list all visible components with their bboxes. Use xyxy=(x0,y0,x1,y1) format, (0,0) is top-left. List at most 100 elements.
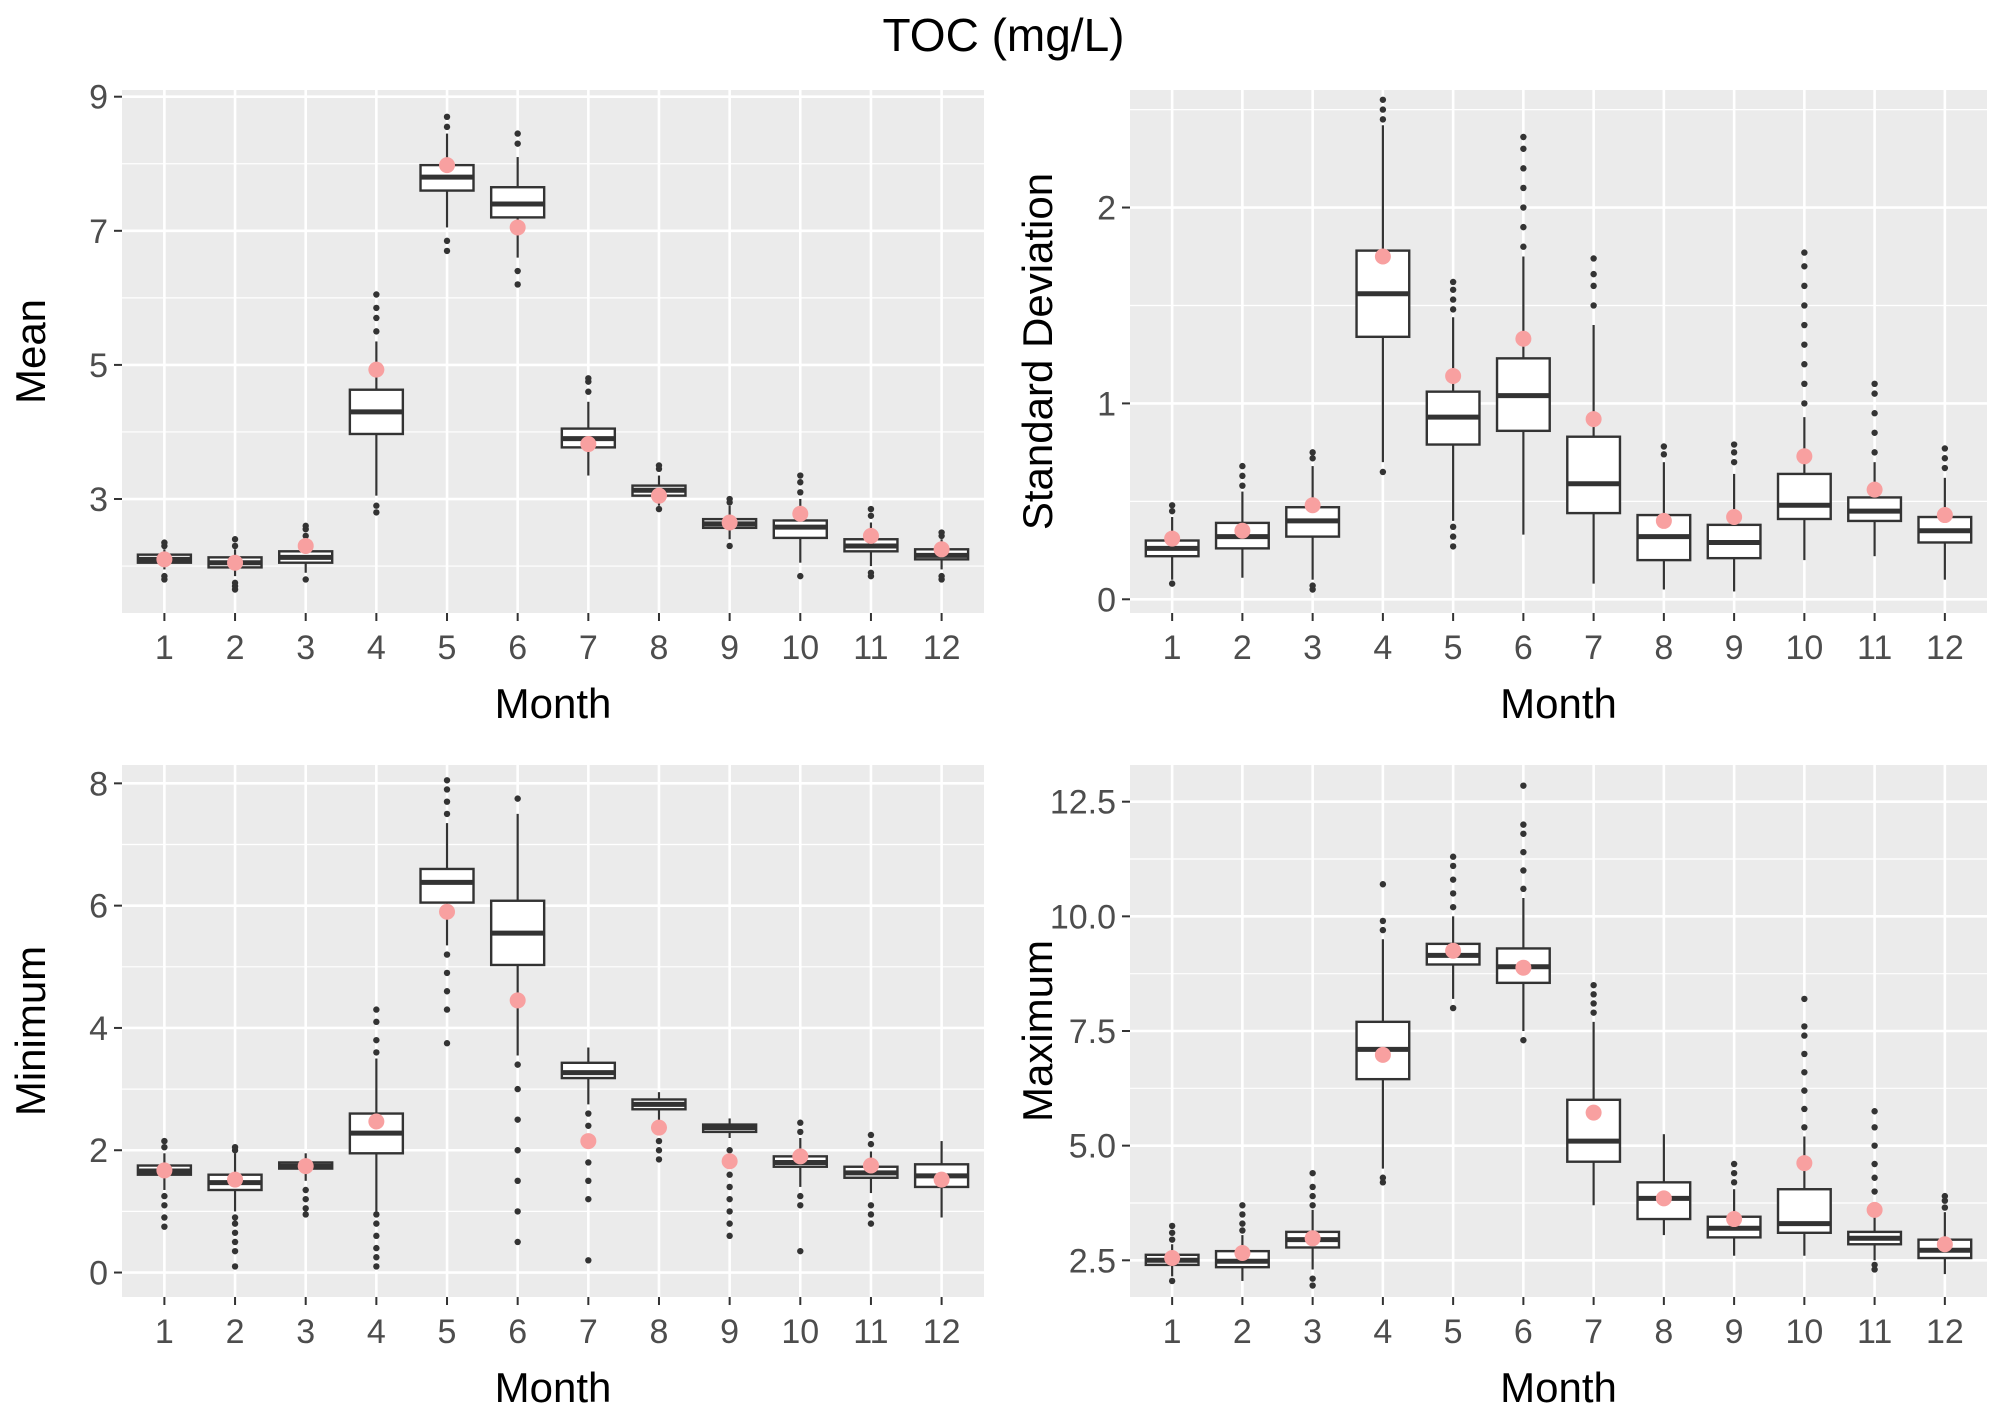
panel-background xyxy=(122,90,984,613)
panel-background xyxy=(122,765,984,1297)
outlier-point xyxy=(1590,270,1597,278)
x-tick-label: 8 xyxy=(1654,629,1673,667)
x-tick-label: 8 xyxy=(650,1313,669,1351)
outlier-point xyxy=(302,1195,309,1203)
y-tick-label: 2.5 xyxy=(1069,1242,1116,1280)
mean-point xyxy=(721,1153,738,1170)
x-tick-label: 10 xyxy=(781,629,819,667)
x-axis-title: Month xyxy=(1500,680,1617,727)
outlier-point xyxy=(726,1171,733,1178)
outlier-point xyxy=(1871,410,1878,417)
box-month-6 xyxy=(1495,782,1551,1044)
outlier-point xyxy=(585,1122,592,1129)
outlier-point xyxy=(1590,1009,1597,1016)
outlier-point xyxy=(231,536,239,543)
y-tick-label: 6 xyxy=(89,888,108,926)
mean-point xyxy=(439,157,456,174)
mean-point xyxy=(1726,509,1743,526)
outlier-point xyxy=(1801,1105,1808,1113)
outlier-point xyxy=(514,267,521,275)
outlier-point xyxy=(373,1220,380,1227)
outlier-point xyxy=(1309,1183,1316,1191)
outlier-point xyxy=(514,140,521,147)
outlier-point xyxy=(1449,853,1457,860)
x-tick-label: 9 xyxy=(720,629,739,667)
mean-point xyxy=(650,487,667,504)
mean-point xyxy=(1234,1244,1251,1261)
outlier-point xyxy=(1239,1211,1246,1218)
x-tick-label: 12 xyxy=(923,629,961,667)
x-tick-label: 3 xyxy=(296,629,315,667)
outlier-point xyxy=(867,569,875,576)
mean-point xyxy=(1726,1211,1743,1228)
outlier-point xyxy=(443,247,451,255)
y-tick-label: 5 xyxy=(89,347,108,385)
outlier-point xyxy=(1309,1282,1316,1289)
outlier-point xyxy=(1801,302,1808,309)
outlier-point xyxy=(585,1195,592,1203)
box-month-11 xyxy=(843,505,899,580)
box-month-9 xyxy=(701,1118,758,1240)
outlier-point xyxy=(726,1147,733,1154)
mean-point xyxy=(1304,1230,1321,1247)
outlier-point xyxy=(1871,1142,1878,1149)
outlier-point xyxy=(1309,1202,1316,1209)
mean-point xyxy=(1374,248,1391,265)
mean-point xyxy=(227,554,244,571)
outlier-point xyxy=(1168,502,1176,509)
mean-point xyxy=(1585,411,1602,428)
outlier-point xyxy=(1520,223,1527,231)
x-tick-label: 12 xyxy=(923,1313,961,1351)
outlier-point xyxy=(373,1018,380,1026)
outlier-point xyxy=(231,1238,239,1246)
outlier-point xyxy=(302,532,309,540)
outlier-point xyxy=(373,1254,380,1261)
box-month-10 xyxy=(772,1119,828,1255)
box-month-2 xyxy=(1214,1202,1270,1281)
outlier-point xyxy=(1520,821,1527,828)
y-tick-label: 0 xyxy=(1097,581,1116,619)
outlier-point xyxy=(1520,184,1527,192)
outlier-point xyxy=(1449,1004,1457,1012)
outlier-point xyxy=(373,328,380,335)
box-month-1 xyxy=(136,539,193,583)
outlier-point xyxy=(1379,917,1387,925)
outlier-point xyxy=(726,495,733,503)
outlier-point xyxy=(443,798,451,805)
outlier-point xyxy=(1801,1023,1808,1030)
box-month-3 xyxy=(278,1153,334,1218)
x-tick-label: 4 xyxy=(1373,1313,1392,1351)
x-tick-label: 3 xyxy=(1303,629,1322,667)
outlier-point xyxy=(1168,1229,1176,1236)
x-tick-label: 5 xyxy=(438,629,457,667)
outlier-point xyxy=(726,1220,733,1227)
outlier-point xyxy=(867,505,875,513)
outlier-point xyxy=(1520,243,1527,250)
outlier-point xyxy=(514,1147,521,1154)
outlier-point xyxy=(1379,926,1387,934)
outlier-point xyxy=(1520,165,1527,172)
outlier-point xyxy=(1801,1050,1808,1058)
outlier-point xyxy=(1801,400,1808,407)
mean-point xyxy=(1164,1250,1181,1267)
outlier-point xyxy=(1801,321,1808,329)
iqr-box xyxy=(1776,1188,1832,1234)
x-tick-label: 7 xyxy=(1584,629,1603,667)
outlier-point xyxy=(161,1202,168,1209)
mean-point xyxy=(509,219,526,236)
outlier-point xyxy=(1449,903,1457,911)
mean-point xyxy=(1234,522,1251,539)
outlier-point xyxy=(726,1195,733,1203)
outlier-point xyxy=(655,1156,663,1163)
outlier-point xyxy=(443,969,451,977)
box-month-2 xyxy=(207,1143,263,1270)
box-month-6 xyxy=(1495,133,1551,535)
outlier-point xyxy=(1449,296,1457,303)
box-month-10 xyxy=(772,472,828,580)
outlier-point xyxy=(1449,876,1457,883)
outlier-point xyxy=(1309,455,1316,462)
outlier-point xyxy=(1590,1000,1597,1007)
outlier-point xyxy=(1801,282,1808,290)
